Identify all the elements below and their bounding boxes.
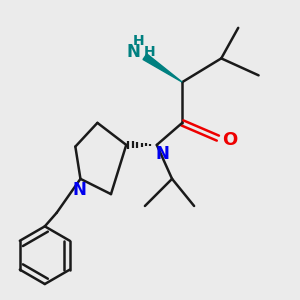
Text: H: H (144, 45, 156, 58)
Polygon shape (143, 54, 182, 82)
Text: N: N (126, 43, 140, 61)
Text: N: N (73, 181, 87, 199)
Text: N: N (156, 146, 170, 164)
Text: H: H (132, 34, 144, 48)
Text: O: O (222, 131, 237, 149)
